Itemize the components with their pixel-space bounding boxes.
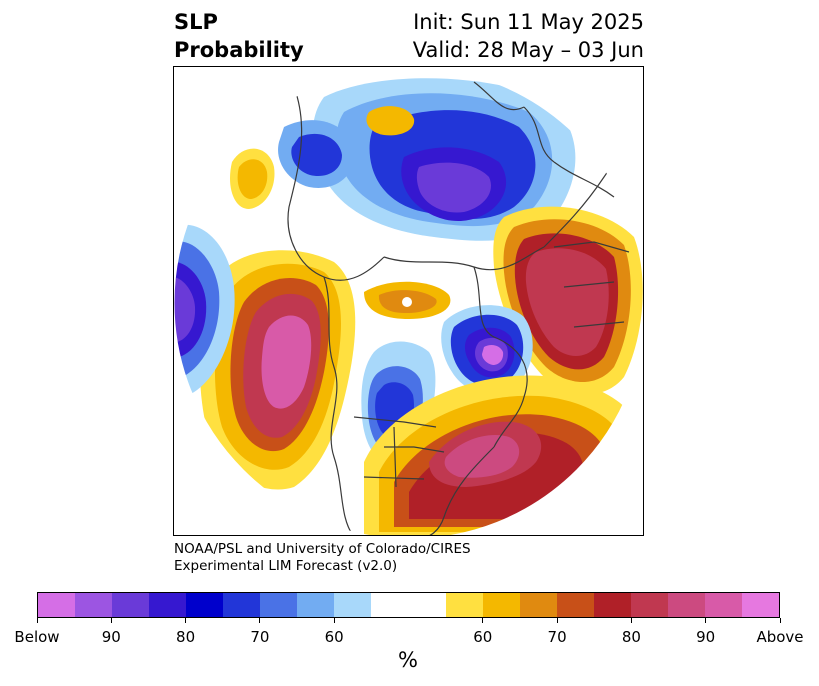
colorbar-tick-mark (556, 618, 558, 623)
title-line-2: Probability (174, 38, 304, 62)
colorbar-above-bin-8 (741, 593, 779, 617)
colorbar-below-bin-7 (297, 593, 335, 617)
negative-anomaly-labrador (441, 305, 533, 395)
title-line-1: SLP (174, 10, 218, 34)
colorbar-below-bin-4 (186, 593, 224, 617)
colorbar-tick-label: 70 (250, 628, 270, 646)
colorbar-above-bin-4 (593, 593, 631, 617)
colorbar-tick-label: 90 (696, 628, 716, 646)
colorbar-tick-mark (110, 618, 112, 623)
colorbar-neutral-bin (371, 593, 446, 617)
colorbar-tick-mark (185, 618, 187, 623)
colorbar-unit: % (398, 648, 418, 672)
coastlines (287, 81, 630, 535)
colorbar-tick-label: 90 (101, 628, 121, 646)
colorbar-tick-mark (482, 618, 484, 623)
colorbar-below-bin-6 (260, 593, 298, 617)
colorbar-below-bin-2 (112, 593, 150, 617)
colorbar-below-bin-8 (334, 593, 372, 617)
title-dates: Init: Sun 11 May 2025 Valid: 28 May – 03… (413, 8, 644, 64)
colorbar-tick-mark (779, 618, 781, 623)
init-date: Init: Sun 11 May 2025 (413, 10, 644, 34)
colorbar-above-bin-5 (630, 593, 668, 617)
colorbar-below-bin-0 (38, 593, 76, 617)
colorbar-tick-label: Above (756, 628, 804, 646)
colorbar-above-bin-7 (704, 593, 742, 617)
credit-text: NOAA/PSL and University of Colorado/CIRE… (174, 541, 471, 575)
positive-anomaly-pacific (199, 250, 356, 490)
negative-anomaly-west (174, 224, 235, 397)
colorbar-tick-label: 60 (473, 628, 493, 646)
colorbar-above-bin-0 (445, 593, 483, 617)
colorbar-above-bin-3 (556, 593, 594, 617)
probability-map (174, 67, 643, 535)
colorbar-below-bin-3 (149, 593, 187, 617)
title-variable: SLP Probability (174, 8, 304, 64)
credit-line-2: Experimental LIM Forecast (v2.0) (174, 558, 398, 574)
credit-line-1: NOAA/PSL and University of Colorado/CIRE… (174, 541, 471, 557)
colorbar-below-bin-1 (75, 593, 113, 617)
colorbar-tick-mark (630, 618, 632, 623)
colorbar-tick-label: 80 (176, 628, 196, 646)
colorbar-tick-mark (259, 618, 261, 623)
colorbar-tick-label: 80 (621, 628, 641, 646)
colorbar-tick-label: 60 (324, 628, 344, 646)
colorbar-tick-label: Below (14, 628, 60, 646)
map-panel (173, 66, 644, 536)
colorbar-above-bin-2 (519, 593, 557, 617)
colorbar-above-bin-6 (667, 593, 705, 617)
colorbar-tick-label: 70 (547, 628, 567, 646)
colorbar-tick-mark (333, 618, 335, 623)
colorbar-below-bin-5 (223, 593, 261, 617)
colorbar-tick-mark (705, 618, 707, 623)
colorbar-above-bin-1 (482, 593, 520, 617)
valid-date: Valid: 28 May – 03 Jun (412, 38, 644, 62)
colorbar (37, 592, 780, 618)
colorbar-tick-mark (36, 618, 38, 623)
